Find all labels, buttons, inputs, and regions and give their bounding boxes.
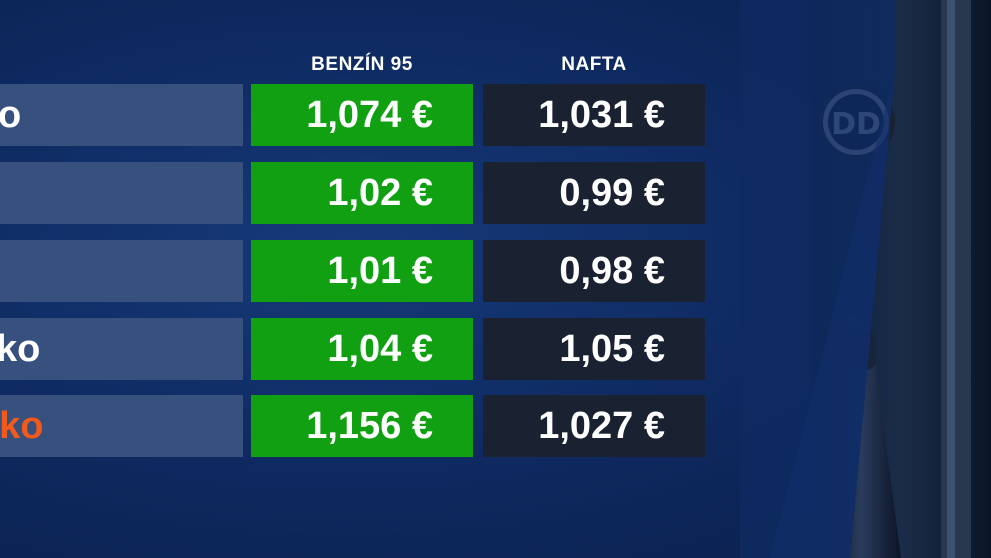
country-cell: sko xyxy=(0,395,243,457)
diesel-price: 1,031 € xyxy=(483,84,705,146)
diesel-price: 0,98 € xyxy=(483,240,705,302)
fuel-nozzle-photo: DD xyxy=(811,0,991,558)
diesel-price: 1,027 € xyxy=(483,395,705,457)
petrol-price: 1,02 € xyxy=(251,162,473,224)
diesel-price: 1,05 € xyxy=(483,318,705,380)
country-cell xyxy=(0,162,243,224)
petrol-price: 1,074 € xyxy=(251,84,473,146)
petrol-price: 1,04 € xyxy=(251,318,473,380)
country-cell xyxy=(0,240,243,302)
diesel-column-header: NAFTA xyxy=(561,54,627,75)
country-cell: ko xyxy=(0,318,243,380)
pump-logo: DD xyxy=(831,107,881,142)
petrol-price: 1,156 € xyxy=(251,395,473,457)
country-label: sko xyxy=(0,405,44,447)
petrol-price: 1,01 € xyxy=(251,240,473,302)
country-label: ko xyxy=(0,328,41,370)
diesel-price: 0,99 € xyxy=(483,162,705,224)
petrol-column-header: BENZÍN 95 xyxy=(311,54,413,75)
country-cell: o xyxy=(0,84,243,146)
country-label: o xyxy=(0,94,22,136)
